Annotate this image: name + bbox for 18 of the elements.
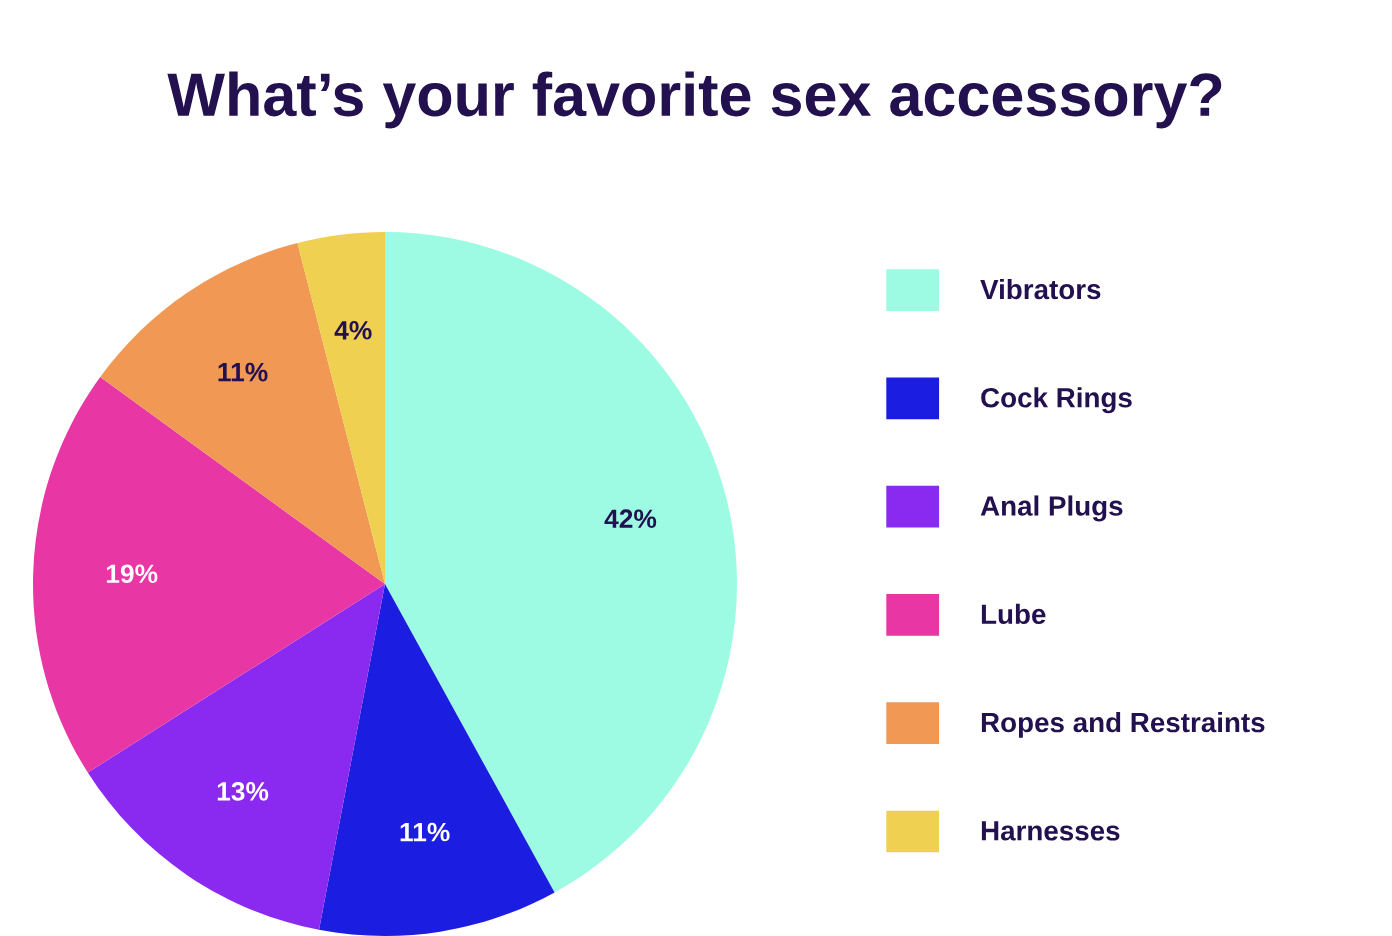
pie-slice — [319, 584, 555, 936]
legend-label: Ropes and Restraints — [981, 711, 1265, 738]
data-label: 13% — [217, 782, 269, 801]
legend-label: Lube — [981, 603, 1046, 625]
data-label: 42% — [604, 509, 657, 528]
legend-label: Anal Plugs — [980, 495, 1123, 522]
data-label: 11% — [400, 822, 450, 842]
legend-label: Cock Rings — [981, 387, 1132, 414]
pie-slice — [297, 232, 385, 584]
legend-label: Vibrators — [980, 278, 1101, 300]
chart-title: What’s your favorite sex accessory? — [167, 71, 1222, 129]
pie-slice — [385, 232, 737, 893]
data-label: 4% — [334, 321, 372, 340]
legend-label: Harnesses — [981, 821, 1120, 841]
pie-slice — [87, 584, 385, 930]
data-label: 11% — [218, 362, 268, 382]
pie-slice — [100, 243, 385, 584]
data-label: 19% — [106, 564, 158, 584]
